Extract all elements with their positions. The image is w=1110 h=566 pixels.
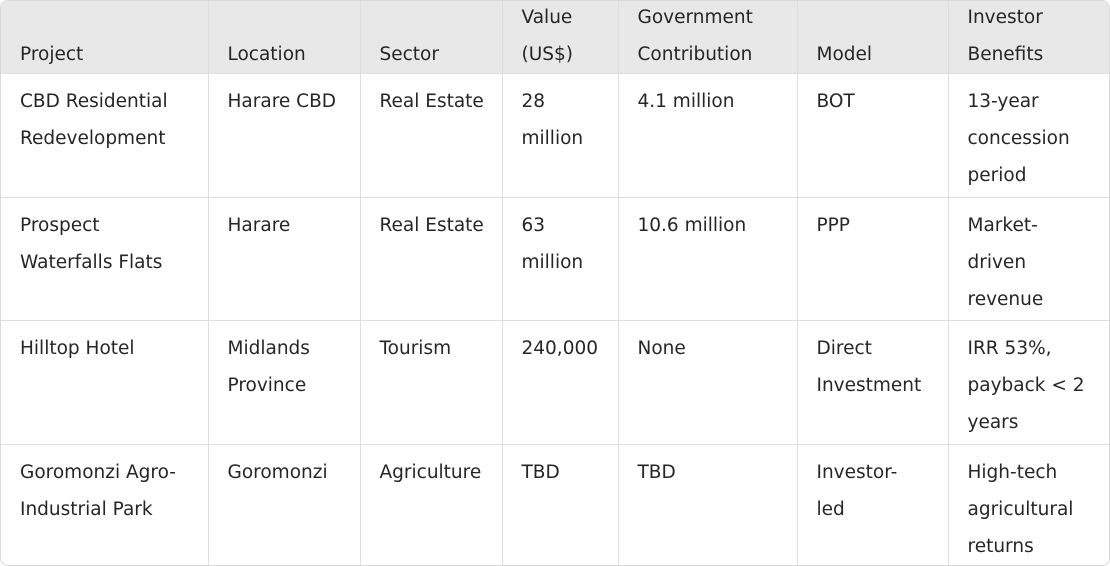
cell-value: 28 million <box>502 73 619 198</box>
table-header-row: Project Location Sector Value (US$) Gove… <box>1 1 1109 74</box>
table-row: Goromonzi Agro-Industrial Park Goromonzi… <box>1 444 1109 565</box>
cell-value: 63 million <box>502 197 619 321</box>
cell-location: Harare <box>208 197 361 321</box>
cell-government-contribution: TBD <box>618 444 798 565</box>
cell-sector: Agriculture <box>360 444 503 565</box>
header-location: Location <box>208 1 361 74</box>
cell-government-contribution: 4.1 million <box>618 73 798 198</box>
table-row: Prospect Waterfalls Flats Harare Real Es… <box>1 197 1109 321</box>
header-government-contribution: Government Contribution <box>618 1 798 74</box>
cell-model: Investor-led <box>797 444 949 565</box>
cell-government-contribution: 10.6 million <box>618 197 798 321</box>
cell-value: 240,000 <box>502 320 619 445</box>
cell-investor-benefits: High-tech agricultural returns <box>948 444 1109 565</box>
cell-location: Harare CBD <box>208 73 361 198</box>
cell-investor-benefits: IRR 53%, payback < 2 years <box>948 320 1109 445</box>
cell-government-contribution: None <box>618 320 798 445</box>
header-model: Model <box>797 1 949 74</box>
cell-sector: Tourism <box>360 320 503 445</box>
table-row: CBD Residential Redevelopment Harare CBD… <box>1 73 1109 198</box>
header-sector: Sector <box>360 1 503 74</box>
cell-project: Hilltop Hotel <box>1 320 209 445</box>
cell-location: Goromonzi <box>208 444 361 565</box>
header-investor-benefits: Investor Benefits <box>948 1 1109 74</box>
cell-project: Prospect Waterfalls Flats <box>1 197 209 321</box>
cell-sector: Real Estate <box>360 197 503 321</box>
header-project: Project <box>1 1 209 74</box>
cell-model: PPP <box>797 197 949 321</box>
cell-investor-benefits: Market-driven revenue <box>948 197 1109 321</box>
header-value: Value (US$) <box>502 1 619 74</box>
cell-model: Direct Investment <box>797 320 949 445</box>
cell-location: Midlands Province <box>208 320 361 445</box>
cell-project: Goromonzi Agro-Industrial Park <box>1 444 209 565</box>
cell-project: CBD Residential Redevelopment <box>1 73 209 198</box>
table-row: Hilltop Hotel Midlands Province Tourism … <box>1 320 1109 445</box>
cell-investor-benefits: 13-year concession period <box>948 73 1109 198</box>
cell-model: BOT <box>797 73 949 198</box>
cell-value: TBD <box>502 444 619 565</box>
cell-sector: Real Estate <box>360 73 503 198</box>
